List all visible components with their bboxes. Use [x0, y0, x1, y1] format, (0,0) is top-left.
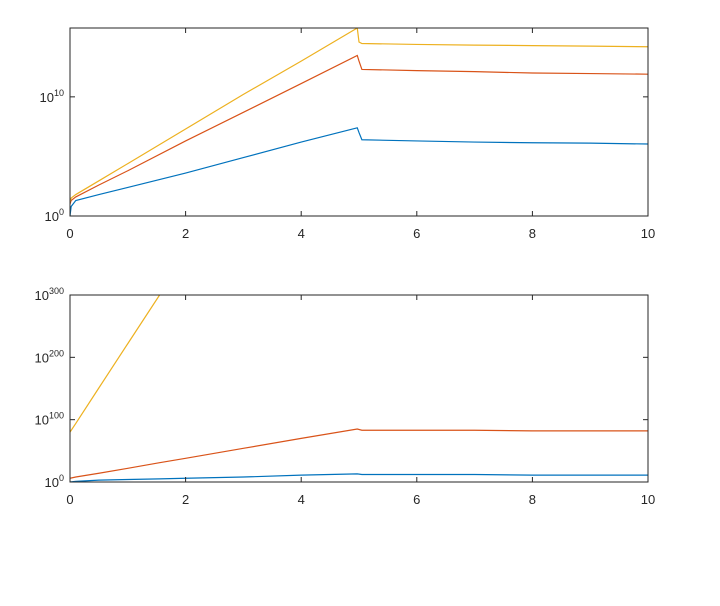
x-tick-label: 2 [182, 226, 189, 241]
axes-box [69, 294, 649, 483]
series-line [70, 295, 161, 433]
y-tick-label: 100 [45, 207, 64, 224]
x-tick-label: 2 [182, 492, 189, 507]
x-tick-label: 8 [529, 226, 536, 241]
x-tick-label: 6 [413, 492, 420, 507]
y-tick-label: 10200 [35, 348, 65, 365]
y-tick-label: 10300 [35, 286, 65, 303]
series-line [70, 28, 648, 202]
x-tick-label: 0 [66, 226, 73, 241]
x-tick-label: 8 [529, 492, 536, 507]
x-tick-label: 10 [641, 226, 655, 241]
y-tick-label: 100 [45, 473, 64, 490]
x-tick-label: 0 [66, 492, 73, 507]
series-line [70, 54, 648, 205]
x-tick-label: 10 [641, 492, 655, 507]
y-tick-label: 10100 [35, 411, 65, 428]
series-line [70, 428, 648, 479]
y-tick-label: 1010 [40, 88, 64, 105]
series-line [70, 127, 648, 216]
x-tick-label: 6 [413, 226, 420, 241]
x-tick-label: 4 [298, 226, 305, 241]
axes-box [69, 27, 649, 217]
series-line [70, 473, 648, 482]
x-tick-label: 4 [298, 492, 305, 507]
